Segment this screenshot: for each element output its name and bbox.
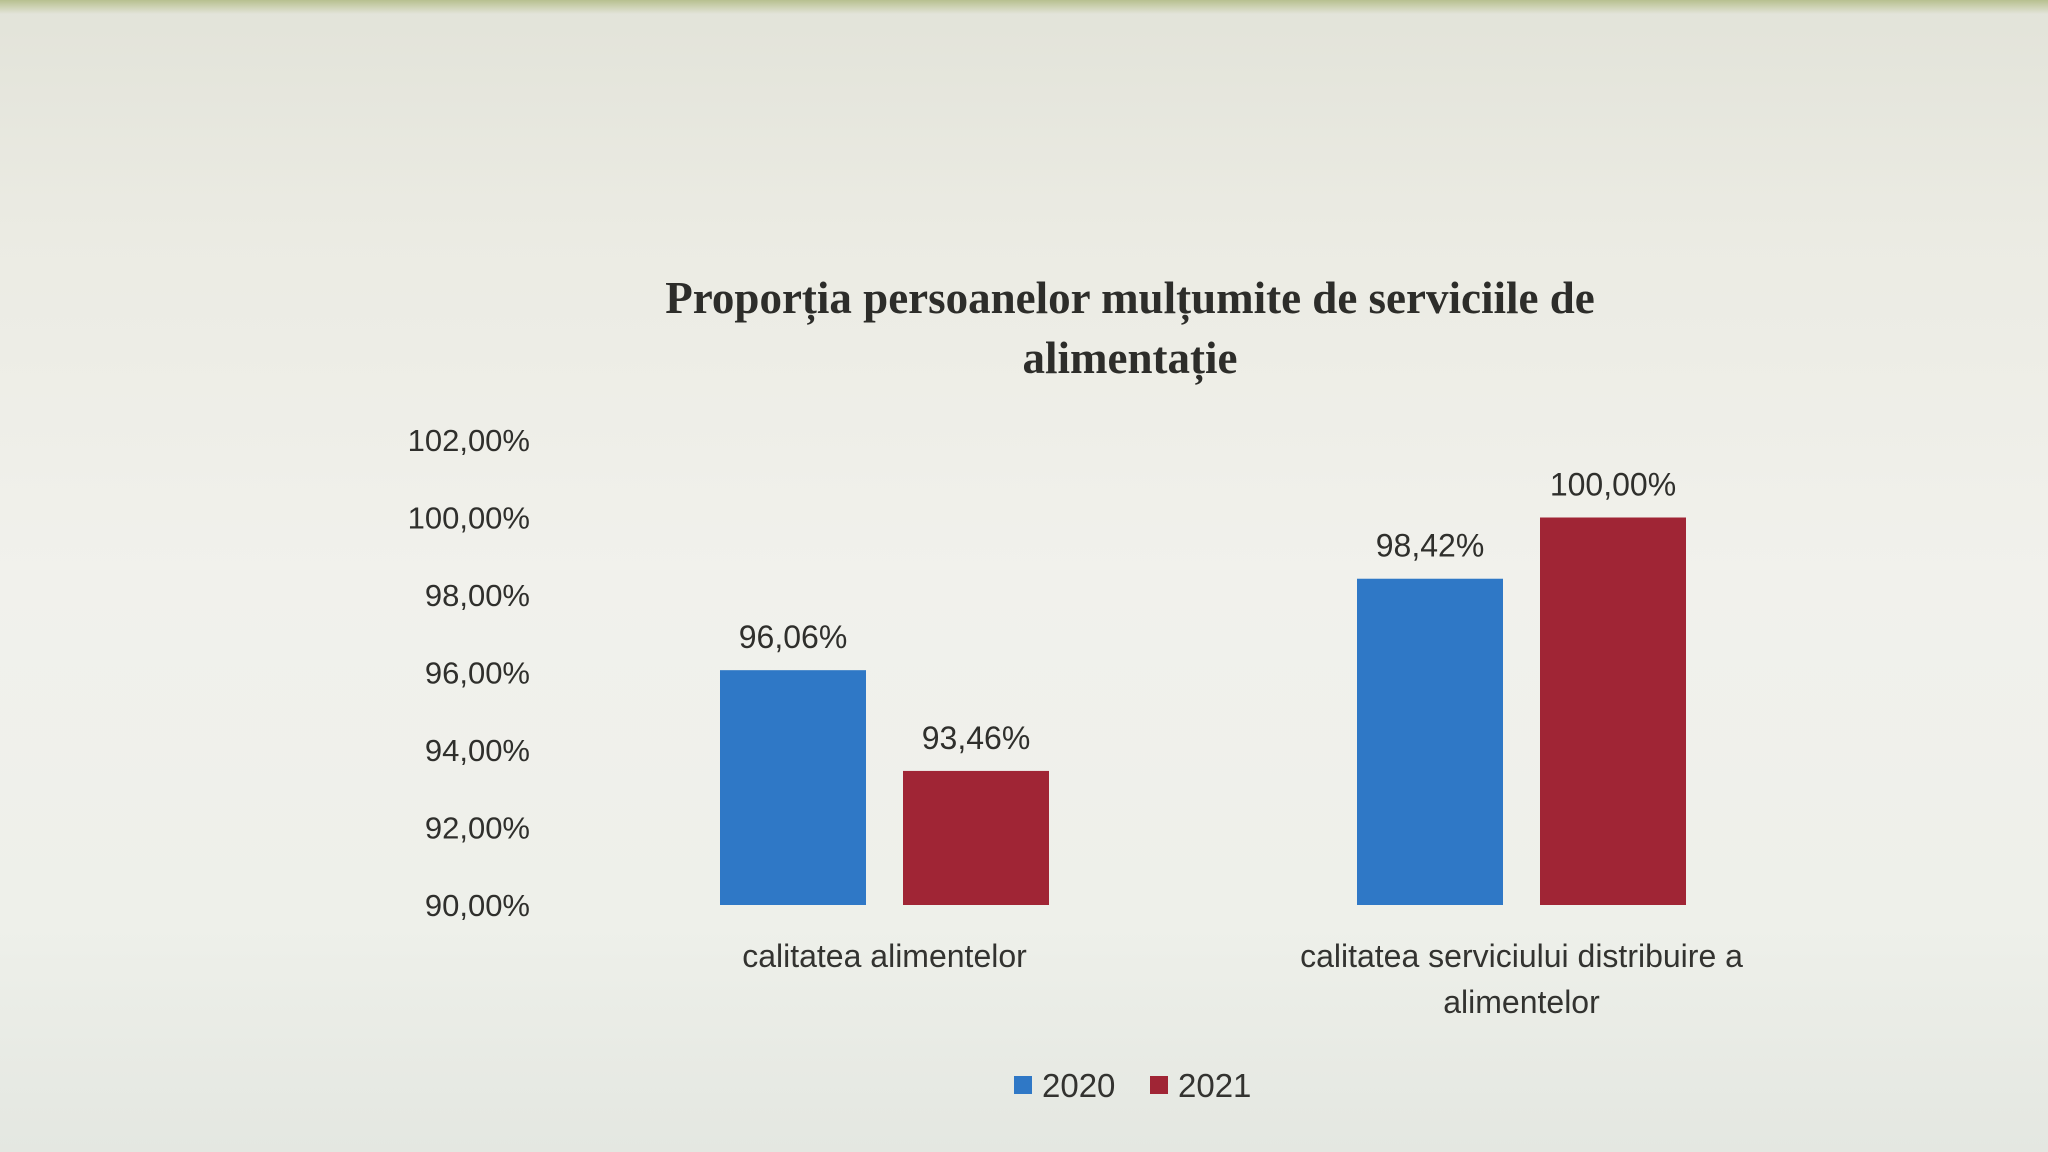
x-axis: calitatea alimentelor calitatea serviciul…: [742, 938, 1743, 1020]
data-labels: 96,06% 93,46% 98,42% 100,00%: [739, 467, 1676, 756]
bar-2021-1: [903, 770, 1049, 905]
chart-title: Proporția persoanelor mulțumite de servi…: [580, 268, 1680, 388]
y-tick-label: 100,00%: [408, 501, 530, 536]
data-label: 98,42%: [1376, 528, 1485, 564]
y-axis: 90,00% 92,00% 94,00% 96,00% 98,00% 100,00% 102…: [408, 423, 530, 923]
data-label: 93,46%: [922, 720, 1031, 756]
bars: [720, 517, 1686, 905]
y-tick-label: 102,00%: [408, 423, 530, 458]
category-label: calitatea alimentelor: [742, 938, 1027, 974]
chart-title-line-1: Proporția persoanelor mulțumite de servi…: [665, 273, 1595, 323]
category-label: alimentelor: [1443, 984, 1600, 1020]
y-tick-label: 98,00%: [425, 578, 530, 613]
legend-label: 2020: [1042, 1067, 1115, 1104]
y-tick-label: 94,00%: [425, 733, 530, 768]
y-tick-label: 96,00%: [425, 656, 530, 691]
legend-swatch-2021: [1150, 1076, 1168, 1094]
legend-label: 2021: [1178, 1067, 1251, 1104]
chart-title-line-2: alimentație: [1022, 333, 1238, 383]
bar-2020-1: [720, 670, 866, 905]
legend: 2020 2021: [1014, 1067, 1251, 1104]
data-label: 96,06%: [739, 619, 848, 655]
y-tick-label: 92,00%: [425, 811, 530, 846]
category-label: calitatea serviciului distribuire a: [1300, 938, 1743, 974]
bar-2021-2: [1540, 517, 1686, 905]
data-label: 100,00%: [1550, 467, 1676, 503]
y-tick-label: 90,00%: [425, 888, 530, 923]
legend-swatch-2020: [1014, 1076, 1032, 1094]
screen-top-edge: [0, 0, 2048, 14]
bar-2020-2: [1357, 578, 1503, 905]
